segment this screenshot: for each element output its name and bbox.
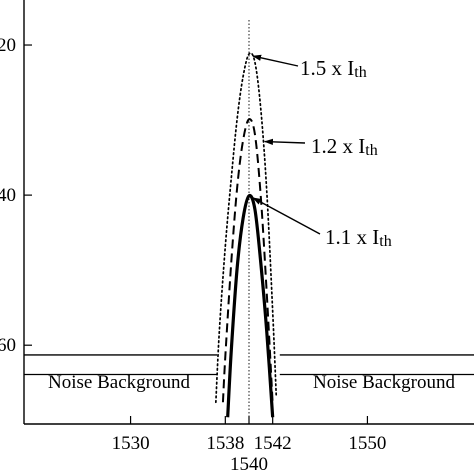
series-line-solid (226, 193, 275, 418)
annotation-label: 1.5 x Ith (300, 56, 367, 81)
x-tick-label: 1538 (206, 433, 244, 454)
annotation-label: 1.2 x Ith (311, 134, 378, 159)
x-tick-label: 1530 (112, 433, 150, 454)
annotation-label: 1.1 x Ith (325, 225, 392, 250)
annotation-label-main: 1.5 x I (300, 56, 354, 80)
x-tick-label: 1550 (348, 433, 386, 454)
annotation-arrow (263, 138, 306, 146)
series-line-dotted (214, 52, 278, 404)
annotation-arrow (252, 54, 299, 67)
annotation-arrow (252, 197, 321, 235)
y-tick-label: -60 (0, 335, 16, 356)
annotation-label-main: 1.2 x I (311, 134, 365, 158)
annotation-label-sub: th (354, 64, 366, 81)
y-tick-label: -20 (0, 35, 16, 56)
series-line-dashed (221, 118, 274, 404)
series-group (214, 52, 278, 418)
annotation-label-sub: th (379, 233, 391, 250)
noise-background: Noise Background Noise Background (24, 354, 474, 393)
y-tick-label: -40 (0, 185, 16, 206)
noise-background-label: Noise Background (313, 372, 455, 393)
noise-background-label: Noise Background (48, 372, 190, 393)
annotation-label-sub: th (365, 142, 377, 159)
annotation-label-main: 1.1 x I (325, 225, 379, 249)
x-tick-label: 1542 (254, 433, 292, 454)
x-tick-label: 1540 (230, 454, 268, 474)
